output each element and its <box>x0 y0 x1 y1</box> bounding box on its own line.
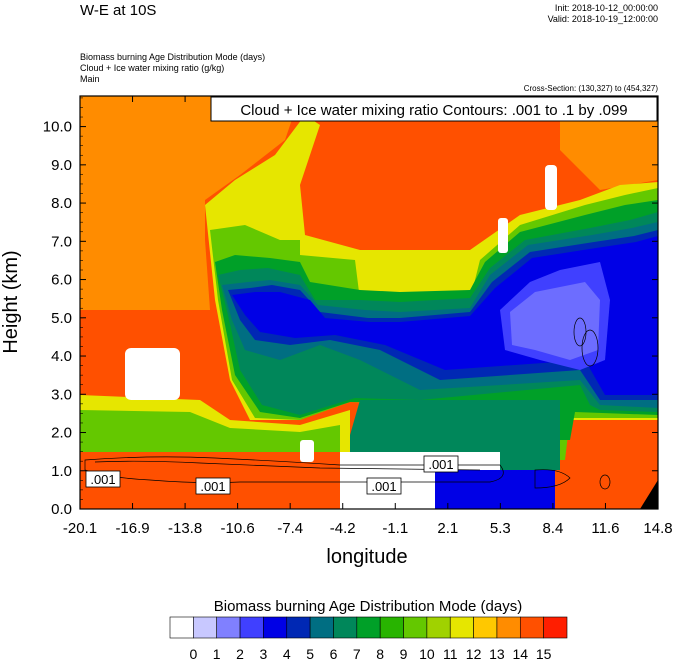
colorbar-swatch <box>403 616 428 639</box>
x-tick-label: -1.1 <box>382 520 408 537</box>
x-tick-label: -10.6 <box>221 520 255 537</box>
x-tick-label: 11.6 <box>591 520 619 537</box>
chart-title: W-E at 10S <box>80 2 157 19</box>
colorbar-tick-label: 9 <box>400 646 408 662</box>
x-tick-label: -20.1 <box>63 520 97 537</box>
colorbar-tick-label: 6 <box>330 646 338 662</box>
valid-time: Valid: 2018-10-19_12:00:00 <box>547 14 658 24</box>
colorbar-swatch <box>309 616 334 639</box>
colorbar-swatch <box>333 616 358 639</box>
contour-legend: Cloud + Ice water mixing ratio Contours:… <box>210 96 658 122</box>
colorbar-swatch <box>543 616 568 639</box>
y-tick-label: 5.0 <box>51 310 72 327</box>
colorbar-swatch <box>449 616 474 639</box>
cross-section-label: Cross-Section: (130,327) to (454,327) <box>523 84 658 93</box>
y-tick-label: 6.0 <box>51 272 72 289</box>
y-axis-label: Height (km) <box>0 250 22 353</box>
contour-label: .001 <box>200 479 225 494</box>
colorbar-swatch <box>379 616 404 639</box>
plot-axes: -20.1 -16.9 -13.8 -10.6 -7.4 -4.2 -1.1 2.1 5.3 8.… <box>43 95 673 537</box>
x-tick-label: 5.3 <box>490 520 511 537</box>
colorbar-tick-label: 10 <box>419 646 435 662</box>
x-axis-label: longitude <box>326 546 407 568</box>
colorbar-tick-label: 3 <box>260 646 268 662</box>
x-tick-label: -4.2 <box>330 520 356 537</box>
contour-label-box <box>195 477 231 495</box>
colorbar-tick-label: 15 <box>536 646 552 662</box>
colorbar-swatch <box>216 616 241 639</box>
colorbar-tick-label: 7 <box>353 646 361 662</box>
y-tick-label: 4.0 <box>51 348 72 365</box>
colorbar-tick-label: 8 <box>376 646 384 662</box>
colorbar-tick-label: 1 <box>213 646 221 662</box>
contour-label: .001 <box>428 457 453 472</box>
y-tick-label: 7.0 <box>51 233 72 250</box>
x-tick-label: 2.1 <box>437 520 458 537</box>
contour-label-box <box>85 470 121 488</box>
contour-legend-text: Cloud + Ice water mixing ratio Contours:… <box>240 102 627 119</box>
colorbar-swatch <box>473 616 498 639</box>
y-tick-label: 1.0 <box>51 463 72 480</box>
contour-value-labels: .001 .001 .001 .001 <box>85 455 459 495</box>
colorbar-tick-label: 5 <box>306 646 314 662</box>
y-tick-label: 2.0 <box>51 425 72 442</box>
x-tick-label: 14.8 <box>643 520 672 537</box>
colorbar-swatch <box>286 616 311 639</box>
age-field <box>80 96 658 509</box>
contour-label: .001 <box>90 472 115 487</box>
colorbar: 0 1 2 3 4 5 6 7 8 9 10 11 12 13 14 15 <box>169 616 568 662</box>
init-time: Init: 2018-10-12_00:00:00 <box>554 3 658 13</box>
colorbar-tick-label: 11 <box>443 646 458 662</box>
colorbar-swatch <box>239 616 264 639</box>
colorbar-label: Biomass burning Age Distribution Mode (d… <box>214 598 522 615</box>
colorbar-swatch <box>496 616 521 639</box>
x-tick-label: -16.9 <box>115 520 149 537</box>
subtitle-contour: Cloud + Ice water mixing ratio (g/kg) <box>80 63 225 73</box>
y-tick-label: 10.0 <box>43 119 72 136</box>
x-tick-label: -13.8 <box>168 520 202 537</box>
colorbar-swatch <box>169 616 194 639</box>
subtitle-field: Biomass burning Age Distribution Mode (d… <box>80 52 266 62</box>
colorbar-tick-label: 2 <box>236 646 244 662</box>
x-tick-label: -7.4 <box>277 520 303 537</box>
y-tick-label: 9.0 <box>51 157 72 174</box>
colorbar-swatch <box>193 616 218 639</box>
contour-label-box <box>423 455 459 473</box>
plot-frame <box>79 95 659 510</box>
colorbar-swatch <box>263 616 288 639</box>
colorbar-swatch <box>519 616 544 639</box>
colorbar-tick-label: 4 <box>283 646 291 662</box>
colorbar-tick-label: 13 <box>489 646 505 662</box>
colorbar-tick-label: 12 <box>466 646 482 662</box>
colorbar-swatch <box>356 616 381 639</box>
y-tick-label: 8.0 <box>51 195 72 212</box>
y-tick-label: 3.0 <box>51 386 72 403</box>
contour-label-box <box>366 477 402 495</box>
subtitle-domain: Main <box>80 74 100 84</box>
colorbar-tick-label: 14 <box>513 646 529 662</box>
contour-label: .001 <box>371 479 396 494</box>
colorbar-swatch <box>426 616 451 639</box>
colorbar-tick-label: 0 <box>189 646 197 662</box>
x-tick-label: 8.4 <box>542 520 563 537</box>
y-tick-label: 0.0 <box>51 501 72 518</box>
cloud-contours <box>84 317 611 490</box>
